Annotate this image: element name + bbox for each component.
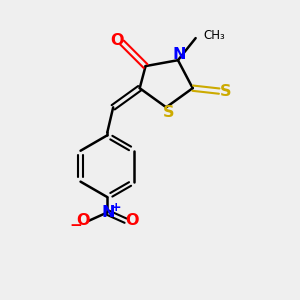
Text: O: O (110, 33, 124, 48)
Text: N: N (101, 205, 115, 220)
Text: S: S (163, 105, 174, 120)
Text: S: S (220, 84, 231, 99)
Text: O: O (125, 213, 139, 228)
Text: N: N (173, 47, 186, 62)
Text: −: − (69, 218, 82, 232)
Text: CH₃: CH₃ (203, 29, 225, 42)
Text: O: O (76, 213, 89, 228)
Text: +: + (110, 201, 121, 214)
